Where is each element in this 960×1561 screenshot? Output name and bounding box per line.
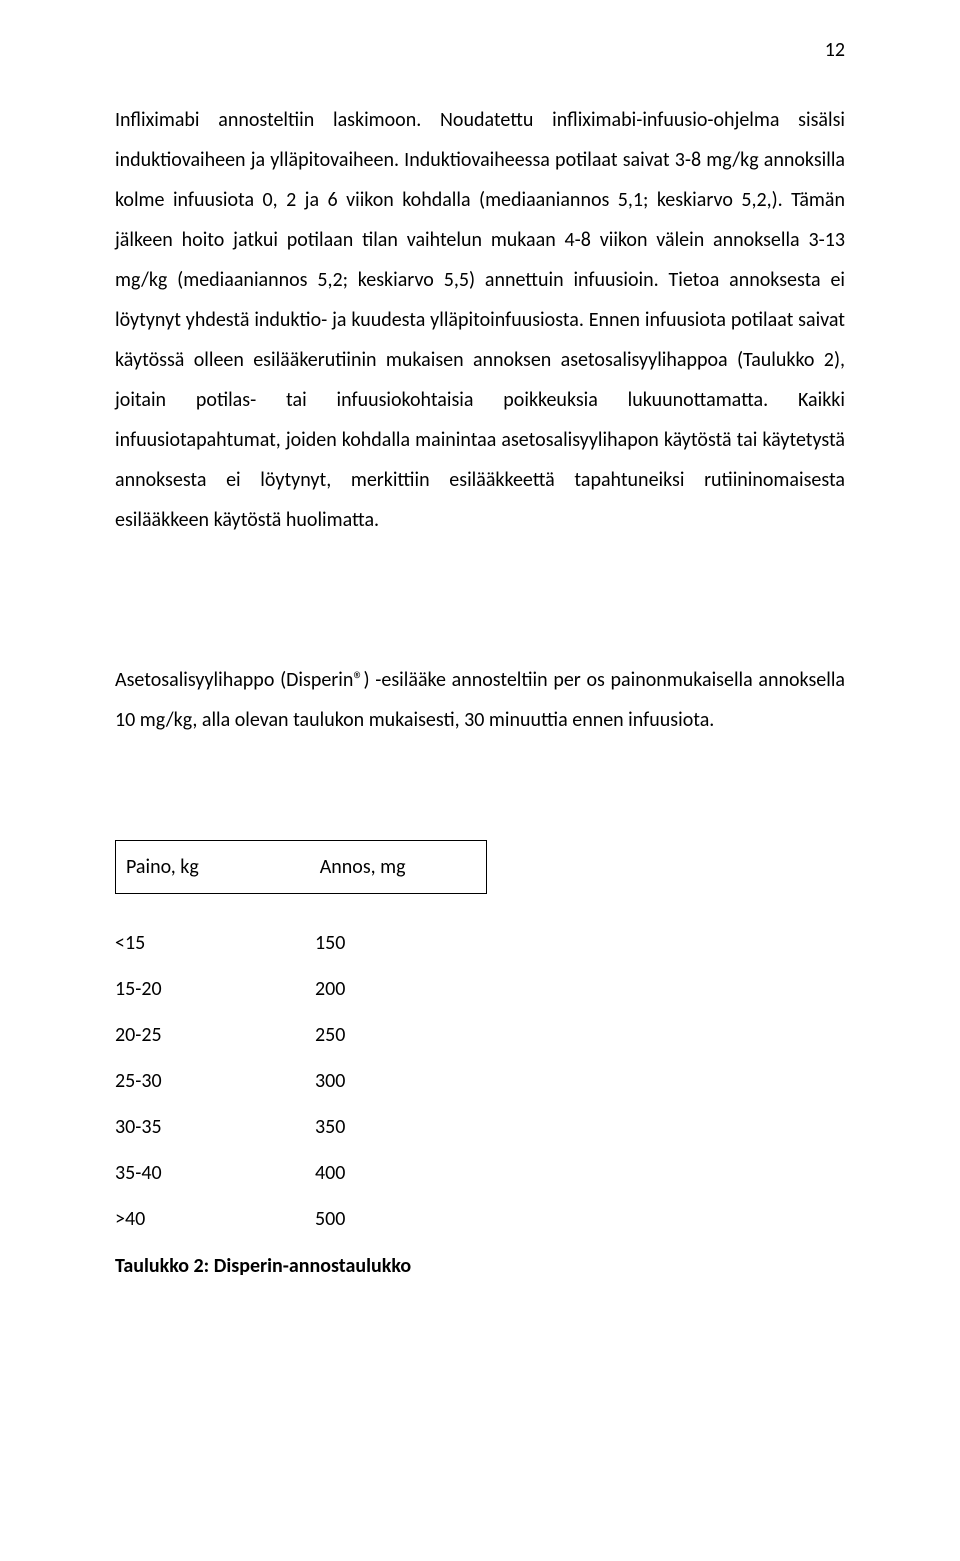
cell-dose: 350 (315, 1104, 495, 1150)
cell-dose: 200 (315, 966, 495, 1012)
cell-weight: 35-40 (115, 1150, 315, 1196)
table-header-weight: Paino, kg (116, 841, 310, 893)
table-caption: Taulukko 2: Disperin-annostaulukko (115, 1254, 845, 1278)
page-number: 12 (825, 38, 845, 62)
table-row: 20-25 250 (115, 1012, 845, 1058)
dosage-table: Paino, kg Annos, mg (115, 840, 487, 894)
cell-weight: >40 (115, 1196, 315, 1242)
cell-weight: <15 (115, 920, 315, 966)
cell-dose: 400 (315, 1150, 495, 1196)
table-row: <15 150 (115, 920, 845, 966)
table-row: 25-30 300 (115, 1058, 845, 1104)
cell-weight: 20-25 (115, 1012, 315, 1058)
table-row: 15-20 200 (115, 966, 845, 1012)
table-row: 30-35 350 (115, 1104, 845, 1150)
cell-weight: 15-20 (115, 966, 315, 1012)
cell-dose: 300 (315, 1058, 495, 1104)
paragraph-1: Infliximabi annosteltiin laskimoon. Noud… (115, 100, 845, 540)
table-header-row: Paino, kg Annos, mg (116, 841, 486, 894)
dosage-rows: <15 150 15-20 200 20-25 250 25-30 300 30… (115, 920, 845, 1242)
cell-dose: 500 (315, 1196, 495, 1242)
table-header-dose: Annos, mg (310, 841, 486, 893)
table-row: 35-40 400 (115, 1150, 845, 1196)
table-row: >40 500 (115, 1196, 845, 1242)
cell-weight: 30-35 (115, 1104, 315, 1150)
cell-dose: 150 (315, 920, 495, 966)
cell-dose: 250 (315, 1012, 495, 1058)
paragraph-2: Asetosalisyylihappo (Disperin®) -esilääk… (115, 660, 845, 740)
page-container: 12 Infliximabi annosteltiin laskimoon. N… (0, 0, 960, 1561)
cell-weight: 25-30 (115, 1058, 315, 1104)
